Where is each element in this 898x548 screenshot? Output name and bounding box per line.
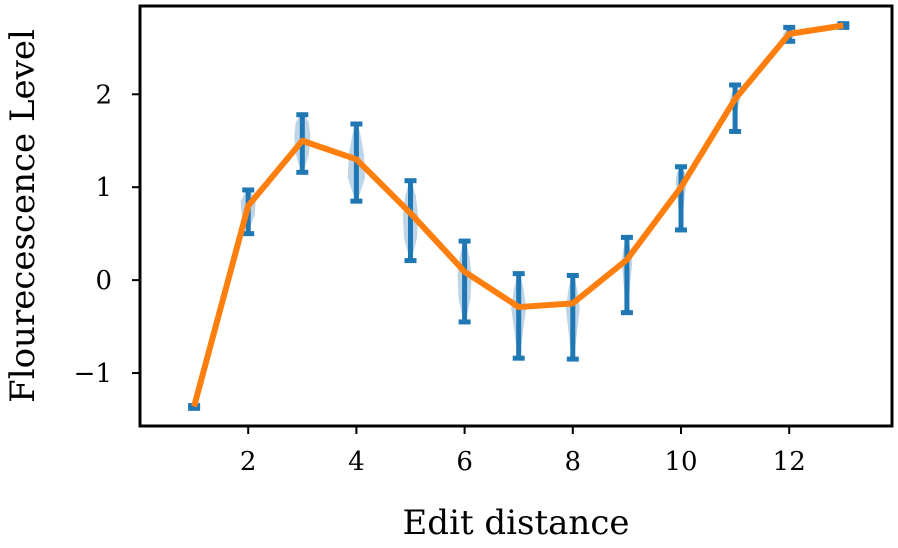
x-tick-label-4: 4: [348, 447, 365, 477]
x-tick-label-6: 6: [456, 447, 473, 477]
y-tick-label-0: −1: [74, 359, 112, 389]
x-axis-label: Edit distance: [402, 503, 629, 543]
y-tick-label-3: 2: [95, 80, 112, 110]
y-tick-label-2: 1: [95, 173, 112, 203]
mean-line: [191, 22, 844, 408]
x-tick-label-2: 2: [240, 447, 257, 477]
y-tick-label-1: 0: [95, 266, 112, 296]
plot-frame: [138, 4, 894, 428]
x-tick-label-8: 8: [565, 447, 582, 477]
y-axis-label: Flourecescence Level: [3, 29, 43, 403]
x-tick-label-10: 10: [664, 447, 697, 477]
mean-line-layer: [191, 22, 844, 408]
x-tick-label-12: 12: [773, 447, 806, 477]
